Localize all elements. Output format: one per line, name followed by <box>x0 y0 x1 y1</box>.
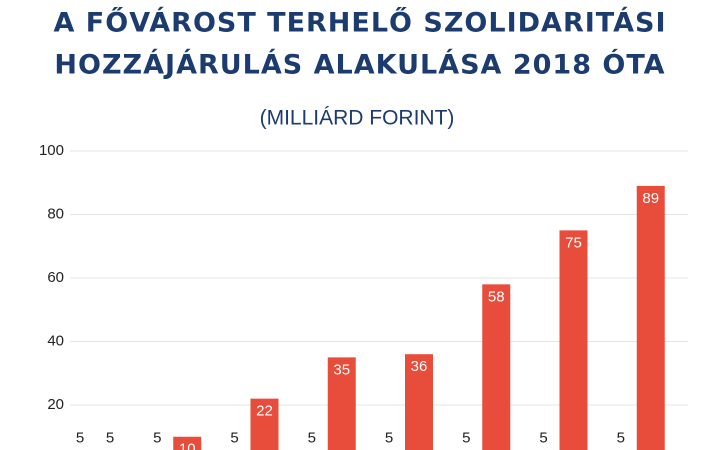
value-label: 5 <box>539 430 547 447</box>
y-tick-label: 80 <box>47 205 64 222</box>
value-label: 5 <box>230 430 238 447</box>
value-label: 5 <box>153 430 161 447</box>
bar <box>636 185 665 450</box>
chart-title: HOZZÁJÁRULÁS ALAKULÁSA 2018 ÓTA <box>54 49 665 81</box>
value-label: 22 <box>256 403 273 420</box>
y-tick-label: 20 <box>47 396 64 413</box>
bar <box>559 230 588 450</box>
bar <box>327 357 356 450</box>
value-label: 5 <box>617 430 625 447</box>
y-tick-label: 100 <box>39 142 64 159</box>
value-label: 5 <box>308 430 316 447</box>
y-tick-label: 40 <box>47 332 64 349</box>
value-label: 5 <box>76 430 84 447</box>
value-label: 58 <box>488 288 505 305</box>
value-label: 35 <box>333 361 350 378</box>
bar <box>405 354 433 450</box>
bar <box>482 284 511 450</box>
value-label: 89 <box>642 190 659 207</box>
value-label: 75 <box>565 234 582 251</box>
value-label: 36 <box>411 358 428 375</box>
value-label: 5 <box>462 430 470 447</box>
value-label: 5 <box>385 430 393 447</box>
value-label: 10 <box>179 441 196 450</box>
chart-title: A FŐVÁROST TERHELŐ SZOLIDARITÁSI <box>54 7 667 39</box>
chart-subtitle: (MILLIÁRD FORINT) <box>260 107 455 130</box>
bar <box>173 436 202 450</box>
bar <box>250 398 279 450</box>
value-label: 5 <box>106 430 114 447</box>
y-tick-label: 60 <box>47 269 64 286</box>
